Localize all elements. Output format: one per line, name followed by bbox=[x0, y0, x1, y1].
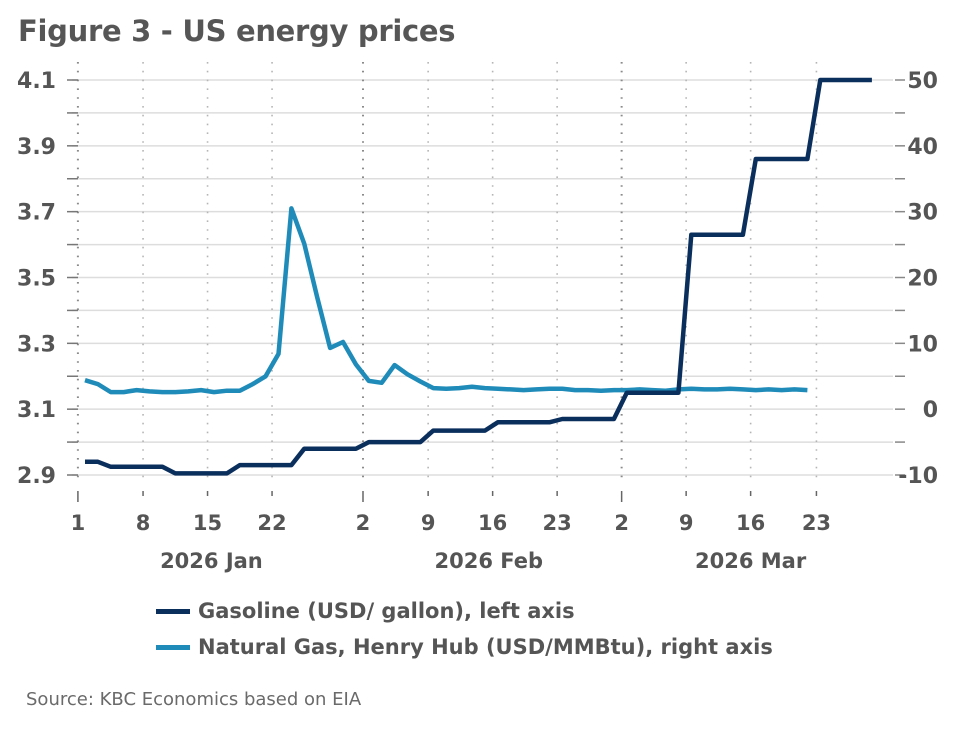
series-layer bbox=[84, 77, 872, 476]
right-y-tick-label: 30 bbox=[907, 201, 938, 226]
x-tick-label: 9 bbox=[679, 511, 694, 535]
x-tick-label: 8 bbox=[136, 511, 151, 535]
x-tick-label: 9 bbox=[421, 511, 436, 535]
legend: Gasoline (USD/ gallon), left axis Natura… bbox=[156, 593, 773, 665]
x-month-label: 2026 Mar bbox=[695, 549, 807, 573]
x-tick-label: 16 bbox=[736, 511, 765, 535]
x-tick-label: 23 bbox=[543, 511, 572, 535]
right-y-tick-label: 20 bbox=[907, 267, 938, 292]
right-y-tick-label: 0 bbox=[923, 398, 938, 423]
left-y-tick-label: 3.5 bbox=[17, 267, 56, 292]
right-y-tick-label: -10 bbox=[898, 464, 938, 489]
x-tick-label: 15 bbox=[193, 511, 222, 535]
legend-label-natural-gas: Natural Gas, Henry Hub (USD/MMBtu), righ… bbox=[198, 635, 773, 659]
grid-layer bbox=[72, 62, 893, 483]
x-tick-label: 2 bbox=[614, 511, 629, 535]
left-y-tick-label: 2.9 bbox=[17, 464, 56, 489]
x-tick-label: 23 bbox=[802, 511, 831, 535]
x-tick-label: 1 bbox=[71, 511, 86, 535]
right-y-tick-label: 40 bbox=[907, 135, 938, 160]
legend-item-gasoline: Gasoline (USD/ gallon), left axis bbox=[156, 593, 773, 629]
source-note: Source: KBC Economics based on EIA bbox=[26, 689, 362, 710]
x-month-label: 2026 Jan bbox=[160, 549, 263, 573]
right-y-tick-label: 50 bbox=[907, 69, 938, 94]
legend-item-natural-gas: Natural Gas, Henry Hub (USD/MMBtu), righ… bbox=[156, 629, 773, 665]
gasoline-line bbox=[85, 77, 872, 476]
natural-gas-line bbox=[84, 206, 808, 395]
legend-swatch-natural-gas bbox=[156, 644, 190, 650]
left-y-tick-label: 3.1 bbox=[17, 398, 56, 423]
right-y-tick-label: 10 bbox=[907, 332, 938, 357]
chart-title: Figure 3 - US energy prices bbox=[18, 14, 456, 48]
left-y-tick-label: 3.9 bbox=[17, 135, 56, 160]
x-tick-label: 2 bbox=[356, 511, 371, 535]
left-y-tick-label: 4.1 bbox=[17, 69, 56, 94]
x-tick-label: 22 bbox=[257, 511, 286, 535]
legend-label-gasoline: Gasoline (USD/ gallon), left axis bbox=[198, 599, 575, 623]
left-y-tick-label: 3.3 bbox=[17, 332, 56, 357]
legend-swatch-gasoline bbox=[156, 608, 190, 614]
left-y-tick-label: 3.7 bbox=[17, 201, 56, 226]
x-month-label: 2026 Feb bbox=[435, 549, 544, 573]
x-tick-label: 16 bbox=[478, 511, 507, 535]
